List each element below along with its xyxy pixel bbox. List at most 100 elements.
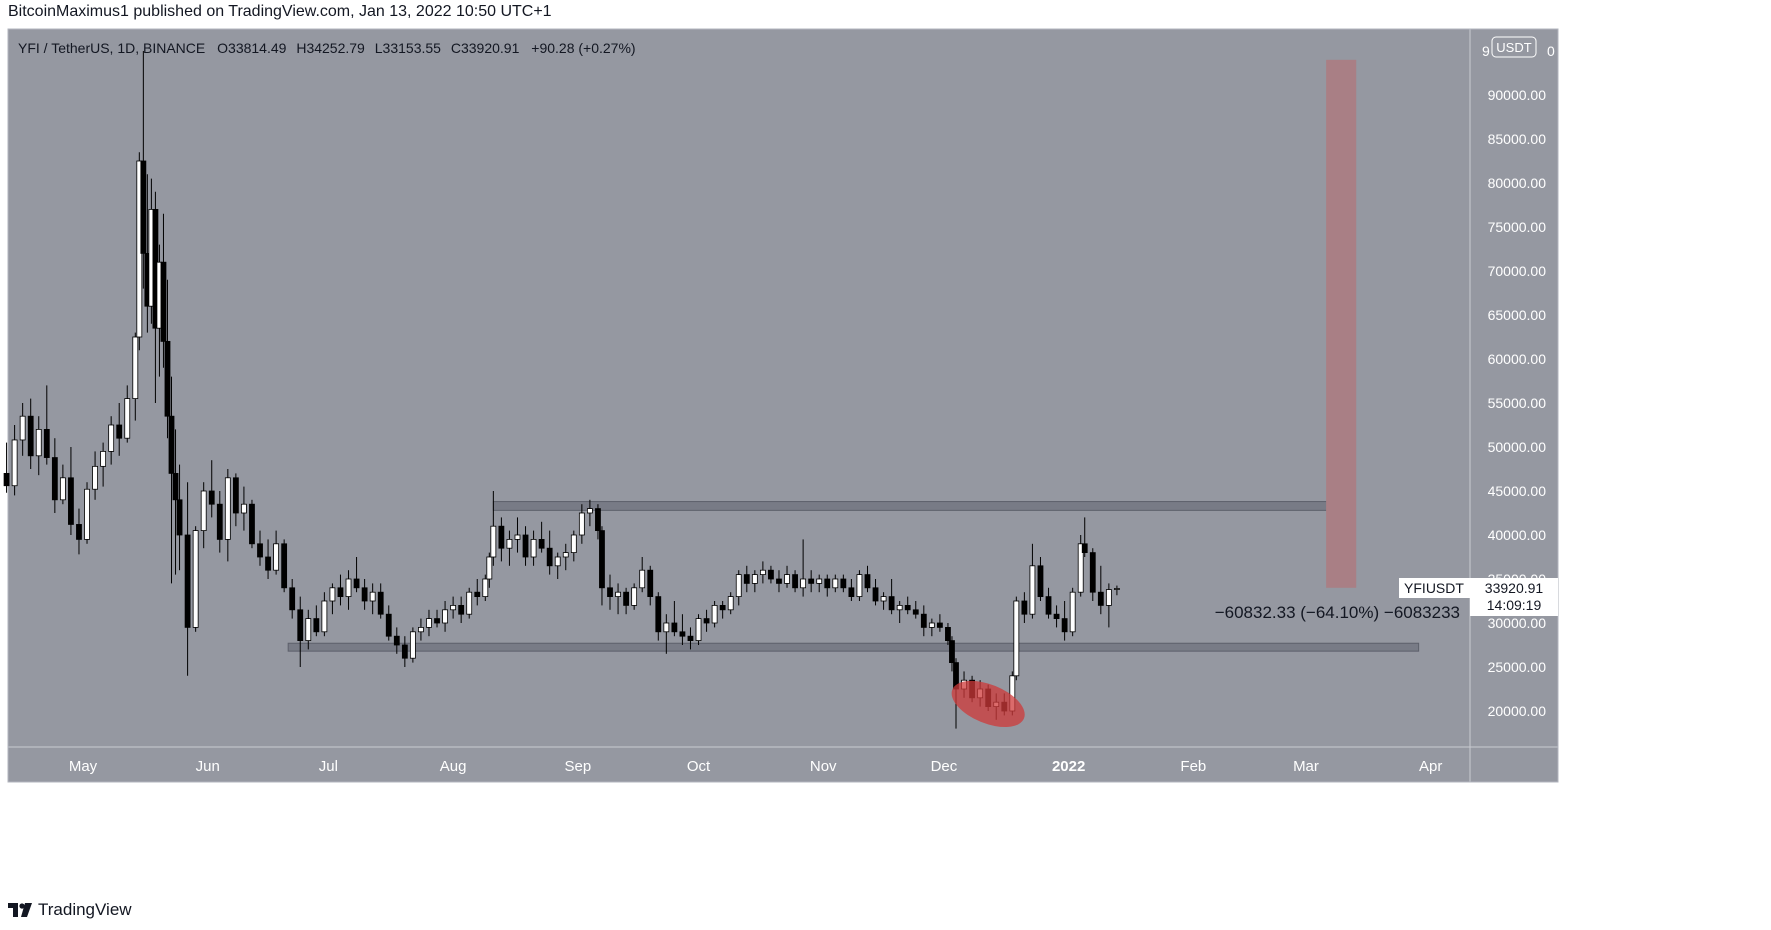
vertical-projection-bar[interactable] bbox=[1326, 59, 1357, 588]
candle bbox=[615, 583, 621, 615]
candle bbox=[100, 442, 107, 487]
tradingview-logo-icon bbox=[8, 903, 32, 917]
y-tick-label: 55000.00 bbox=[1488, 395, 1547, 411]
candle bbox=[570, 530, 577, 562]
candle bbox=[719, 601, 726, 619]
candle bbox=[663, 614, 670, 654]
candle bbox=[586, 499, 593, 527]
symbol-name: YFI / TetherUS, 1D, BINANCE bbox=[18, 40, 205, 56]
candle-body bbox=[68, 477, 74, 525]
candle-body bbox=[1105, 589, 1112, 606]
candle-body bbox=[856, 574, 863, 597]
candle bbox=[385, 605, 392, 641]
candle-body bbox=[1045, 596, 1052, 615]
candle bbox=[808, 570, 815, 593]
footer-brand[interactable]: TradingView bbox=[8, 900, 132, 920]
candle-body bbox=[216, 503, 223, 540]
candle bbox=[945, 623, 951, 645]
y-tick-label: 75000.00 bbox=[1488, 219, 1547, 235]
candle-body bbox=[345, 578, 352, 598]
candle bbox=[888, 579, 895, 615]
candle-body bbox=[1037, 565, 1044, 597]
support-zone[interactable] bbox=[287, 642, 1420, 652]
candle bbox=[1105, 583, 1112, 628]
candle bbox=[647, 565, 654, 606]
y-tick-label: 65000.00 bbox=[1488, 307, 1547, 323]
candle bbox=[759, 561, 766, 584]
currency-badge[interactable] bbox=[1491, 36, 1537, 58]
ohlc-legend: YFI / TetherUS, 1D, BINANCE O33814.49 H3… bbox=[18, 40, 636, 56]
candle-body bbox=[409, 631, 416, 659]
measurement-label: −60832.33 (−64.10%) −6083233 bbox=[1215, 603, 1460, 622]
candle bbox=[498, 517, 505, 562]
high-value: 34252.79 bbox=[306, 40, 365, 56]
time-scale-area[interactable] bbox=[8, 747, 1470, 782]
candle bbox=[530, 530, 537, 566]
candle-body bbox=[800, 578, 807, 589]
candle-body bbox=[321, 600, 328, 633]
candle bbox=[1045, 587, 1052, 619]
price-scale-area[interactable] bbox=[1470, 29, 1558, 747]
candle-body bbox=[687, 635, 694, 642]
candle bbox=[562, 543, 569, 571]
candle-body bbox=[27, 415, 34, 457]
candle-body bbox=[490, 525, 497, 558]
candle-body bbox=[719, 605, 726, 611]
candle-body bbox=[928, 622, 935, 628]
chart-frame bbox=[7, 28, 1559, 783]
candle bbox=[68, 447, 74, 535]
plot-area[interactable] bbox=[8, 29, 1470, 747]
currency-badge-label: USDT bbox=[1496, 40, 1531, 55]
price-chart[interactable]: 90000.00 85000.00 80000.00 75000.00 70000.00… bbox=[0, 0, 1771, 900]
candle-body bbox=[108, 424, 115, 452]
candle bbox=[92, 451, 98, 500]
candle bbox=[257, 530, 263, 566]
candle-body bbox=[192, 530, 199, 628]
candle bbox=[337, 574, 344, 606]
candle bbox=[321, 592, 328, 637]
candle bbox=[1081, 517, 1088, 557]
time-axis: May Jun Jul Aug Sep Oct Nov Dec 2022 Feb Mar Apr bbox=[69, 758, 1443, 775]
y-tick-label-partial: 9 bbox=[1482, 43, 1490, 59]
candle bbox=[599, 526, 605, 606]
candle-body bbox=[671, 622, 678, 633]
candle-body bbox=[1021, 600, 1028, 615]
candle bbox=[124, 385, 131, 443]
candle bbox=[514, 517, 521, 553]
candle-body bbox=[297, 609, 304, 641]
candle bbox=[184, 482, 191, 676]
low-label: L bbox=[375, 40, 383, 56]
candle-body bbox=[776, 578, 782, 584]
candle-body bbox=[377, 591, 384, 615]
y-tick-label: 80000.00 bbox=[1488, 175, 1547, 191]
candle bbox=[776, 570, 782, 593]
candle-body bbox=[281, 543, 288, 589]
highlight-ellipse[interactable] bbox=[945, 672, 1031, 737]
close-value: 33920.91 bbox=[461, 40, 520, 56]
candle bbox=[281, 539, 288, 593]
candle-body bbox=[329, 587, 336, 602]
candle bbox=[418, 618, 424, 641]
candle-body bbox=[249, 503, 255, 545]
candle bbox=[3, 442, 10, 493]
candle bbox=[743, 565, 750, 593]
candle-body bbox=[224, 477, 231, 540]
candle bbox=[936, 614, 943, 632]
candle bbox=[160, 213, 167, 368]
candle-body bbox=[711, 605, 718, 624]
candle bbox=[1061, 601, 1068, 641]
candle bbox=[695, 614, 702, 645]
candle bbox=[912, 601, 919, 619]
candle-body bbox=[655, 596, 662, 633]
footer-brand-label: TradingView bbox=[38, 900, 132, 919]
candle bbox=[164, 279, 171, 439]
candle bbox=[1029, 543, 1036, 619]
candle bbox=[832, 574, 839, 593]
candle bbox=[176, 464, 183, 571]
y-tick-label: 45000.00 bbox=[1488, 483, 1547, 499]
resistance-zone[interactable] bbox=[492, 501, 1343, 511]
candle bbox=[140, 51, 147, 289]
candle bbox=[224, 469, 231, 562]
candle-body bbox=[832, 578, 839, 589]
candle-body bbox=[1069, 591, 1076, 633]
